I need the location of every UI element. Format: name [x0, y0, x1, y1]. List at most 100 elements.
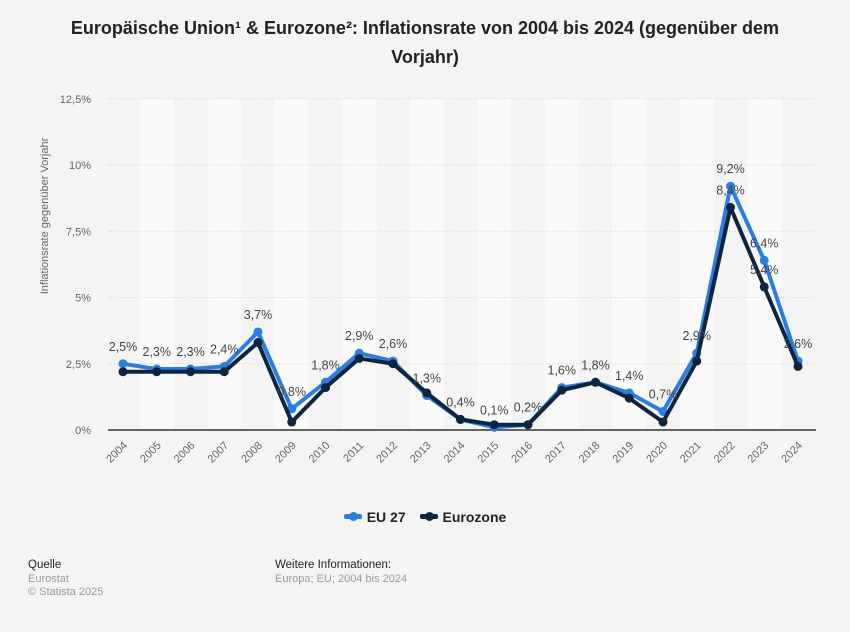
data-point[interactable]	[759, 282, 769, 292]
data-label: 2,9%	[683, 329, 712, 343]
data-point[interactable]	[658, 406, 668, 416]
data-label: 1,8%	[311, 358, 340, 372]
data-label: 0,8%	[278, 385, 307, 399]
data-label: 1,4%	[615, 369, 644, 383]
x-tick-label: 2010	[307, 440, 333, 466]
data-point[interactable]	[287, 404, 297, 414]
x-tick-label: 2004	[104, 440, 130, 466]
legend-item-eurozone[interactable]: Eurozone	[419, 508, 507, 525]
info-heading: Weitere Informationen:	[275, 559, 392, 571]
column-stripe	[409, 98, 444, 430]
x-tick-label: 2017	[543, 440, 569, 466]
x-tick-label: 2021	[678, 440, 704, 466]
legend-item-eu27[interactable]: EU 27	[343, 508, 406, 525]
data-label: 2,4%	[210, 342, 239, 356]
data-point[interactable]	[152, 367, 162, 377]
data-point[interactable]	[489, 420, 499, 430]
x-tick-label: 2019	[611, 440, 637, 466]
x-tick-label: 2013	[408, 440, 434, 466]
chart-title: Europäische Union¹ & Eurozone²: Inflatio…	[70, 18, 780, 67]
data-point[interactable]	[759, 255, 769, 265]
data-point[interactable]	[253, 338, 263, 348]
info-text: Europa; EU; 2004 bis 2024	[275, 572, 408, 585]
legend-marker-eurozone-icon	[419, 511, 438, 521]
x-tick-label: 2009	[273, 440, 299, 466]
copyright: © Statista 2025	[28, 586, 104, 598]
data-point[interactable]	[388, 359, 398, 369]
column-stripe	[477, 98, 512, 430]
x-tick-label: 2020	[644, 440, 670, 466]
data-point[interactable]	[287, 417, 297, 427]
data-point[interactable]	[692, 356, 702, 366]
source-heading: Quelle	[28, 559, 62, 571]
column-stripe	[612, 98, 647, 430]
data-point[interactable]	[354, 353, 364, 363]
column-stripe	[274, 98, 309, 430]
data-label: 0,2%	[514, 401, 543, 415]
data-label: 1,8%	[581, 358, 610, 372]
y-tick-label: 7,5%	[66, 226, 91, 238]
x-tick-label: 2016	[509, 440, 535, 466]
x-tick-label: 2014	[442, 440, 468, 466]
data-label: 6,4%	[750, 236, 779, 250]
x-tick-label: 2023	[746, 440, 772, 466]
data-label: 2,6%	[379, 337, 408, 351]
column-stripe	[342, 98, 377, 430]
data-label: 2,3%	[143, 345, 172, 359]
column-stripe	[139, 98, 174, 430]
column-stripe	[544, 98, 579, 430]
y-tick-label: 5%	[75, 293, 91, 305]
data-point[interactable]	[118, 367, 128, 377]
data-point[interactable]	[624, 393, 634, 403]
x-tick-label: 2006	[172, 440, 198, 466]
data-point[interactable]	[591, 377, 600, 387]
data-point[interactable]	[253, 327, 263, 337]
data-label: 0,4%	[446, 395, 475, 409]
x-tick-label: 2022	[712, 440, 738, 466]
x-tick-label: 2007	[206, 440, 232, 466]
data-point[interactable]	[726, 202, 735, 212]
data-label: 9,2%	[716, 162, 745, 176]
data-label: 0,7%	[649, 387, 678, 401]
data-point[interactable]	[456, 414, 465, 424]
data-label: 2,5%	[109, 340, 138, 354]
data-label: 1,6%	[548, 364, 577, 378]
data-label: 2,9%	[345, 329, 374, 343]
source-name[interactable]: Eurostat	[28, 572, 69, 585]
legend: EU 27 Eurozone	[0, 506, 850, 525]
y-tick-label: 10%	[69, 160, 91, 172]
legend-label-eu27: EU 27	[366, 508, 406, 525]
data-point[interactable]	[523, 420, 533, 430]
data-point[interactable]	[186, 367, 195, 377]
x-tick-label: 2018	[577, 440, 603, 466]
data-point[interactable]	[793, 361, 803, 371]
column-stripe	[207, 98, 242, 430]
data-point[interactable]	[321, 383, 330, 393]
data-point[interactable]	[219, 367, 229, 377]
x-tick-label: 2015	[476, 440, 502, 466]
data-label: 0,1%	[480, 403, 509, 417]
data-point[interactable]	[118, 359, 128, 369]
y-tick-label: 0%	[75, 425, 91, 437]
data-point[interactable]	[557, 385, 567, 395]
x-tick-label: 2005	[138, 440, 164, 466]
y-tick-label: 12,5%	[60, 94, 91, 106]
legend-label-eurozone: Eurozone	[442, 508, 507, 525]
data-label: 2,6%	[784, 337, 813, 351]
data-label: 2,3%	[176, 345, 205, 359]
data-point[interactable]	[658, 417, 668, 427]
x-tick-label: 2008	[239, 440, 265, 466]
data-label: 3,7%	[244, 308, 273, 322]
data-label: 1,3%	[413, 372, 442, 386]
y-axis-title: Inflationsrate gegenüber Vorjahr	[39, 137, 51, 294]
data-point[interactable]	[726, 181, 735, 191]
legend-marker-eu27-icon	[343, 511, 362, 521]
source-block: Quelle Eurostat © Statista 2025	[28, 559, 103, 600]
y-tick-label: 2,5%	[66, 359, 91, 371]
info-block: Weitere Informationen: Europa; EU; 2004 …	[275, 559, 407, 586]
x-tick-label: 2011	[341, 440, 366, 465]
data-label: 8,4%	[716, 183, 745, 197]
data-point[interactable]	[422, 388, 432, 398]
x-tick-label: 2012	[374, 440, 400, 466]
